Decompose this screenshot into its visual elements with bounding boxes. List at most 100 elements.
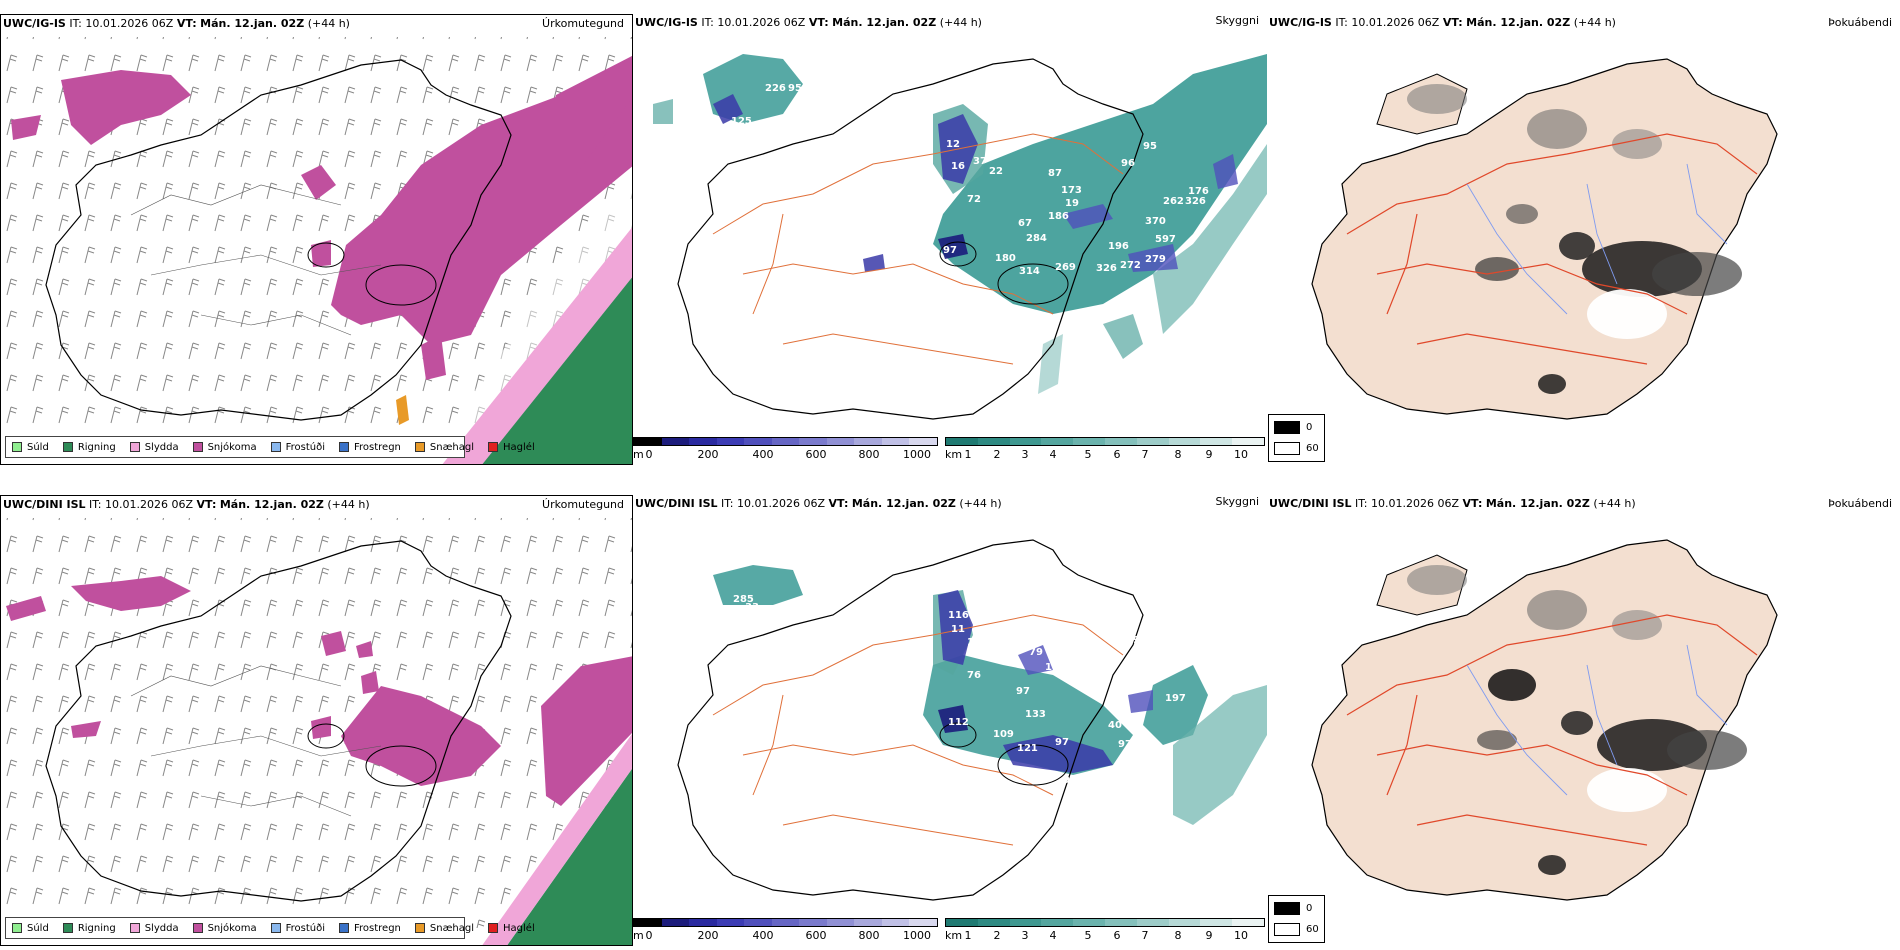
vis-label: 197 (1165, 693, 1186, 704)
vis-label: 180 (995, 253, 1016, 264)
vis-label: 97 (1016, 686, 1030, 697)
visibility-unit: km (945, 448, 963, 461)
cbar-tick: 1000 (903, 929, 931, 942)
vis-label: 226 (765, 83, 786, 94)
vis-label: 176 (1188, 186, 1209, 197)
vis-label: 326 (1096, 263, 1117, 274)
panel-title: Úrkomutegund (542, 17, 624, 30)
vis-tick: 4 (1049, 448, 1057, 461)
visibility-map: 226 95 95 125 12 16 37 22 72 95 87 96 17… (653, 54, 1267, 420)
model-name: UWC/IG-IS (635, 16, 698, 29)
legend-item-slydda: Slydda (129, 923, 179, 934)
cloud-base-colorbar-bar (633, 437, 938, 446)
vis-label: 326 (1185, 196, 1206, 207)
fog-legend-max: 60 (1306, 443, 1319, 454)
panel-title: Skyggni (1215, 14, 1259, 27)
vt-value: Mán. 12.jan. 02Z (200, 17, 305, 30)
cbar-tick: 1000 (903, 448, 931, 461)
cbar-tick: 400 (752, 929, 774, 942)
panel-header: UWC/IG-IS IT: 10.01.2026 06Z VT: Mán. 12… (1269, 16, 1894, 30)
vis-label: 45 (1005, 657, 1019, 668)
fog-map (1311, 539, 1778, 901)
cbar-tick: 200 (697, 448, 719, 461)
fog-legend-min: 0 (1306, 903, 1313, 914)
it-value: 10.01.2026 06Z (737, 497, 826, 510)
vis-label: 87 (1048, 168, 1062, 179)
panel-title: Úrkomutegund (542, 498, 624, 511)
vis-tick: 10 (1234, 929, 1248, 942)
vt-value: Mán. 12.jan. 02Z (851, 497, 956, 510)
cloud-base-colorbar-bar (633, 918, 938, 927)
vis-label: 12 (946, 139, 960, 150)
it-value: 10.01.2026 06Z (85, 17, 174, 30)
vis-label: 97 (1055, 737, 1069, 748)
panel-header: UWC/IG-IS IT: 10.01.2026 06Z VT: Mán. 12… (635, 14, 1261, 30)
vt-label: VT: (808, 16, 829, 29)
vis-label: 125 (731, 116, 752, 127)
vt-value: Mán. 12.jan. 02Z (219, 498, 324, 511)
vis-label: 95 (788, 83, 802, 94)
panel-title: Þokuábendi (1828, 497, 1892, 510)
vis-label: 95 (1133, 635, 1147, 646)
vis-tick: 7 (1141, 929, 1149, 942)
vt-label: VT: (176, 17, 197, 30)
legend-item-snjokoma: Snjókoma (192, 442, 257, 453)
vis-label: 109 (993, 729, 1014, 740)
cbar-tick: 0 (645, 929, 653, 942)
legend-item-snaehagl: Snæhagl (414, 923, 474, 934)
vis-label: 112 (948, 717, 969, 728)
vis-label: 121 (1017, 743, 1038, 754)
cbar-tick: 800 (858, 929, 880, 942)
vis-label: 116 (948, 610, 969, 621)
cloud-base-colorbar: m 0 200 400 600 800 1000 (633, 918, 938, 944)
vis-label: 597 (1155, 234, 1176, 245)
vt-label: VT: (196, 498, 217, 511)
vt-value: Mán. 12.jan. 02Z (832, 16, 937, 29)
it-value: 10.01.2026 06Z (1351, 16, 1440, 29)
legend-item-haglel: Haglél (488, 923, 535, 934)
visibility-colorbar-bar (945, 918, 1265, 927)
fog-legend-bottom: 0 60 (1268, 895, 1325, 943)
legend-item-suld: Súld (12, 923, 49, 934)
vis-tick: 8 (1174, 929, 1182, 942)
vis-tick: 6 (1113, 929, 1121, 942)
lead-time: (+44 h) (939, 16, 982, 29)
legend-item-slydda: Slydda (129, 442, 179, 453)
precip-legend: Súld Rigning Slydda Snjókoma Frostúði Fr… (5, 436, 535, 458)
vt-label: VT: (1462, 497, 1483, 510)
visibility-map: 285 33 116 11 15 34 45 76 79 187 95 97 1… (677, 539, 1267, 901)
vis-tick: 2 (993, 929, 1001, 942)
it-label: IT: (721, 497, 734, 510)
legend-item-frostudi: Frostúði (270, 442, 325, 453)
vis-label: 370 (1145, 216, 1166, 227)
fog-map (1311, 58, 1778, 420)
model-name: UWC/DINI ISL (3, 498, 86, 511)
visibility-colorbar: km 1 2 3 4 5 6 7 8 9 10 (945, 918, 1265, 944)
cbar-tick: 800 (858, 448, 880, 461)
vis-tick: 5 (1084, 448, 1092, 461)
it-label: IT: (89, 498, 102, 511)
vis-label: 935 (1063, 775, 1084, 786)
vis-label: 269 (1055, 262, 1076, 273)
vis-label: 97 (943, 245, 957, 256)
panel-title: Skyggni (1215, 495, 1259, 508)
model-name: UWC/IG-IS (1269, 16, 1332, 29)
it-value: 10.01.2026 06Z (717, 16, 806, 29)
vis-label: 22 (989, 166, 1003, 177)
vis-label: 272 (1120, 260, 1141, 271)
legend-item-snaehagl: Snæhagl (414, 442, 474, 453)
precip-type-map (1, 37, 632, 464)
vis-tick: 1 (964, 448, 972, 461)
precip-legend: Súld Rigning Slydda Snjókoma Frostúði Fr… (5, 917, 535, 939)
vis-label: 96 (1121, 158, 1135, 169)
vis-label: 173 (1061, 185, 1082, 196)
vis-label: 76 (967, 670, 981, 681)
visibility-panel-bottom: UWC/DINI ISL IT: 10.01.2026 06Z VT: Mán.… (633, 495, 1267, 946)
legend-item-rigning: Rigning (62, 923, 116, 934)
vis-label: 40 (1108, 720, 1122, 731)
legend-item-frostregn: Frostregn (339, 442, 401, 453)
visibility-colorbar: km 1 2 3 4 5 6 7 8 9 10 (945, 437, 1265, 463)
lead-time: (+44 h) (1573, 16, 1616, 29)
precip-type-panel-bottom: UWC/DINI ISL IT: 10.01.2026 06Z VT: Mán.… (0, 495, 633, 946)
